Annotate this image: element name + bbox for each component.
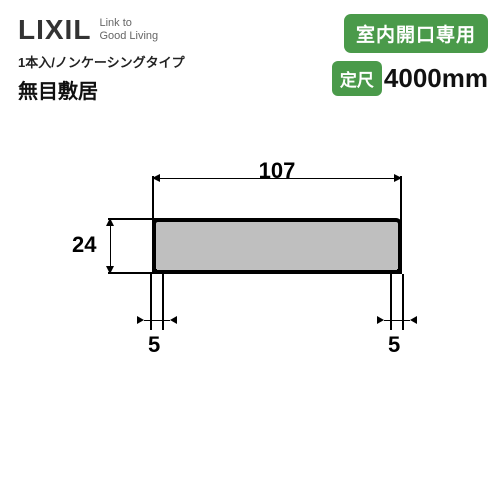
logo-block: LIXIL Link to Good Living 1本入/ノンケーシングタイプ… — [18, 14, 185, 104]
length-label-badge: 定尺 — [332, 61, 382, 96]
profile-shape — [152, 218, 402, 274]
left-notch-ext-a — [150, 274, 152, 330]
left-notch-label: 5 — [148, 332, 160, 358]
tagline-2: Good Living — [99, 30, 158, 42]
right-notch-ext-a — [390, 274, 392, 330]
usage-badge: 室内開口専用 — [344, 14, 488, 53]
length-badge-row: 定尺 4000mm — [332, 61, 488, 96]
product-name: 無目敷居 — [18, 75, 185, 104]
left-notch-dim-line — [144, 320, 170, 321]
width-label: 107 — [152, 158, 402, 184]
right-notch-ext-b — [402, 274, 404, 330]
subtitle-row: 1本入/ノンケーシングタイプ 無目敷居 — [18, 52, 185, 104]
subtitle: 1本入/ノンケーシングタイプ — [18, 52, 185, 71]
logo-line: LIXIL Link to Good Living — [18, 14, 185, 46]
header: LIXIL Link to Good Living 1本入/ノンケーシングタイプ… — [0, 0, 500, 112]
width-dim-line — [152, 178, 402, 179]
cross-section-diagram: 107 24 5 5 — [50, 170, 450, 430]
right-notch-label: 5 — [388, 332, 400, 358]
height-label: 24 — [72, 232, 96, 258]
brand-tagline: Link to Good Living — [99, 17, 158, 43]
right-notch-dim-line — [384, 320, 410, 321]
length-value: 4000mm — [384, 63, 488, 94]
brand-logo: LIXIL — [18, 14, 91, 46]
left-notch-ext-b — [162, 274, 164, 330]
height-extension-top — [108, 218, 158, 220]
tagline-1: Link to — [99, 17, 131, 29]
height-dim-line — [110, 218, 111, 274]
badges: 室内開口専用 定尺 4000mm — [332, 14, 488, 96]
width-extension-right — [400, 176, 402, 226]
